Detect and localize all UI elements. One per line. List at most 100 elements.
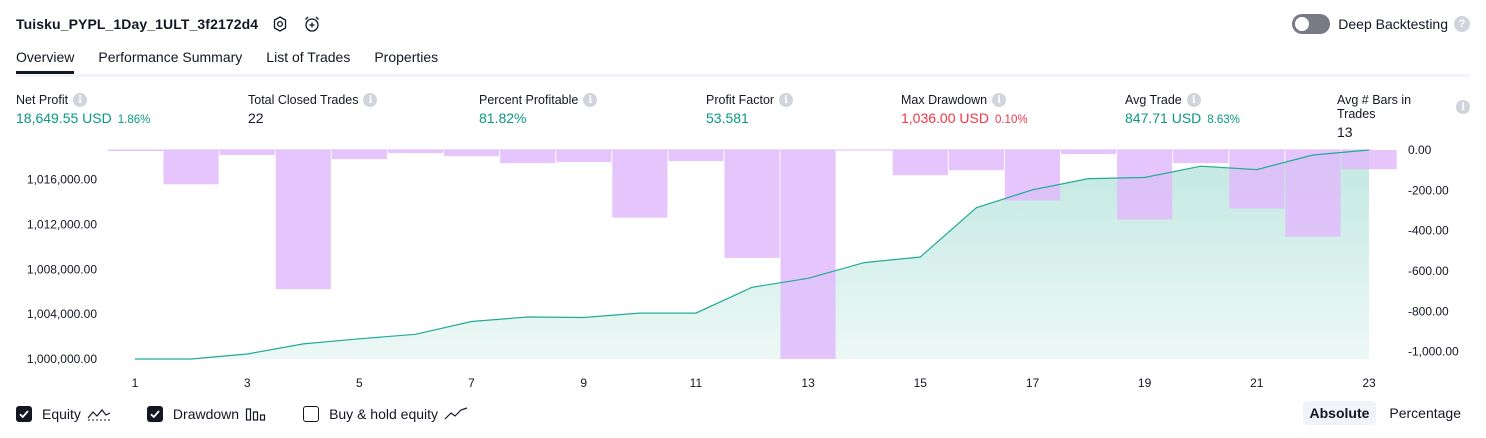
drawdown-bar[interactable] [164, 150, 219, 184]
x-axis-tick-label: 5 [356, 376, 363, 390]
metric-value: 1,036.00 USD [901, 110, 989, 126]
left-axis: 1,000,000.00 1,004,000.00 1,008,000.00 1,01… [27, 173, 97, 366]
drawdown-bar[interactable] [781, 150, 836, 359]
info-icon[interactable]: i [363, 93, 377, 107]
bar-chart-icon [245, 407, 267, 421]
metric-value: 847.71 USD [1125, 110, 1201, 126]
drawdown-bar[interactable] [388, 150, 443, 153]
x-axis-tick-label: 9 [580, 376, 587, 390]
drawdown-bar[interactable] [949, 150, 1004, 170]
drawdown-bar[interactable] [500, 150, 555, 163]
line-chart-icon [444, 407, 468, 421]
metric-avg-trade: Avg Trade i 847.71 USD 8.63% [1125, 93, 1240, 126]
drawdown-bar[interactable] [108, 150, 163, 151]
info-icon[interactable]: i [73, 93, 87, 107]
buy-hold-checkbox[interactable] [303, 406, 319, 422]
tab-performance-summary[interactable]: Performance Summary [98, 46, 242, 71]
left-axis-tick-label: 1,012,000.00 [27, 218, 97, 232]
right-axis-tick-label: 0.00 [1408, 143, 1432, 157]
right-axis: 0.00 -200.00 -400.00 -600.00 -800.00 -1,000.0… [1408, 143, 1459, 359]
info-icon[interactable]: i [779, 93, 793, 107]
right-axis-tick-label: -800.00 [1408, 304, 1449, 318]
x-axis-tick-label: 15 [914, 376, 928, 390]
metric-label: Total Closed Trades [248, 93, 358, 107]
drawdown-checkbox[interactable] [147, 406, 163, 422]
legend-buy-hold[interactable]: Buy & hold equity [303, 406, 468, 422]
drawdown-bar[interactable] [1061, 150, 1116, 154]
left-axis-tick-label: 1,008,000.00 [27, 262, 97, 276]
metric-label: Avg # Bars in Trades [1337, 93, 1451, 121]
legend-equity-label: Equity [42, 406, 81, 422]
metric-avg-bars-in-trades: Avg # Bars in Trades i 13 [1337, 93, 1470, 140]
legend-drawdown-label: Drawdown [173, 406, 239, 422]
metric-label: Profit Factor [706, 93, 774, 107]
metric-value: 22 [248, 110, 264, 126]
left-axis-tick-label: 1,004,000.00 [27, 307, 97, 321]
right-axis-tick-label: -400.00 [1408, 224, 1449, 238]
drawdown-bar[interactable] [1285, 150, 1340, 237]
metric-percent: 1.86% [118, 114, 151, 126]
right-axis-tick-label: -1,000.00 [1408, 345, 1459, 359]
absolute-button[interactable]: Absolute [1303, 401, 1377, 425]
drawdown-bar[interactable] [444, 150, 499, 156]
tab-overview[interactable]: Overview [16, 46, 74, 71]
metric-net-profit: Net Profit i 18,649.55 USD 1.86% [16, 93, 150, 126]
x-axis-tick-label: 19 [1138, 376, 1152, 390]
metric-label: Net Profit [16, 93, 68, 107]
equity-drawdown-chart[interactable]: 1,000,000.00 1,004,000.00 1,008,000.00 1,01… [0, 140, 1486, 395]
drawdown-bar[interactable] [332, 150, 387, 159]
value-mode-switch: Absolute Percentage [1297, 401, 1469, 425]
drawdown-bar[interactable] [893, 150, 948, 175]
x-axis-tick-label: 13 [801, 376, 815, 390]
drawdown-bar[interactable] [725, 150, 780, 258]
info-icon[interactable]: i [992, 93, 1006, 107]
left-axis-tick-label: 1,000,000.00 [27, 352, 97, 366]
drawdown-bar[interactable] [276, 150, 331, 289]
drawdown-bar[interactable] [1229, 150, 1284, 209]
info-icon[interactable]: i [1187, 93, 1201, 107]
chart-legend: Equity Drawdown Buy & hold equity [16, 404, 504, 424]
x-axis: 1 3 5 7 9 11 13 15 17 19 21 23 [132, 376, 1376, 390]
drawdown-bar[interactable] [1173, 150, 1228, 163]
drawdown-bar[interactable] [668, 150, 723, 161]
help-icon[interactable]: ? [1454, 16, 1470, 32]
legend-equity[interactable]: Equity [16, 406, 111, 422]
drawdown-bar[interactable] [1342, 150, 1397, 169]
drawdown-bar[interactable] [1005, 150, 1060, 200]
right-axis-tick-label: -600.00 [1408, 264, 1449, 278]
tab-properties[interactable]: Properties [374, 46, 438, 71]
legend-drawdown[interactable]: Drawdown [147, 406, 267, 422]
tab-bar: Overview Performance Summary List of Tra… [16, 46, 1470, 77]
x-axis-tick-label: 23 [1362, 376, 1376, 390]
metrics-row: Net Profit i 18,649.55 USD 1.86% Total Clo… [16, 93, 1470, 133]
drawdown-bar[interactable] [220, 150, 275, 155]
legend-buy-hold-label: Buy & hold equity [329, 406, 438, 422]
settings-icon[interactable] [270, 14, 290, 34]
drawdown-bar[interactable] [1117, 150, 1172, 220]
info-icon[interactable]: i [583, 93, 597, 107]
strategy-title: Tuisku_PYPL_1Day_1ULT_3f2172d4 [16, 16, 258, 32]
x-axis-tick-label: 11 [690, 376, 703, 390]
deep-backtesting-toggle[interactable] [1292, 14, 1330, 34]
percentage-button[interactable]: Percentage [1382, 401, 1468, 425]
deep-backtesting-label: Deep Backtesting [1338, 16, 1448, 32]
deep-backtesting: Deep Backtesting ? [1292, 12, 1470, 36]
equity-checkbox[interactable] [16, 406, 32, 422]
metric-max-drawdown: Max Drawdown i 1,036.00 USD 0.10% [901, 93, 1028, 126]
metric-value: 13 [1337, 124, 1353, 140]
metric-percent-profitable: Percent Profitable i 81.82% [479, 93, 597, 126]
drawdown-bar[interactable] [612, 150, 667, 218]
metric-value: 81.82% [479, 110, 526, 126]
metric-percent: 8.63% [1207, 114, 1240, 126]
x-axis-tick-label: 21 [1250, 376, 1264, 390]
alarm-clock-add-icon[interactable] [302, 14, 322, 34]
drawdown-bar[interactable] [556, 150, 611, 162]
info-icon[interactable]: i [1456, 100, 1470, 114]
metric-profit-factor: Profit Factor i 53.581 [706, 93, 793, 126]
metric-total-closed-trades: Total Closed Trades i 22 [248, 93, 377, 126]
tab-list-of-trades[interactable]: List of Trades [266, 46, 350, 71]
x-axis-tick-label: 1 [132, 376, 139, 390]
metric-label: Max Drawdown [901, 93, 987, 107]
right-axis-tick-label: -200.00 [1408, 183, 1449, 197]
x-axis-tick-label: 7 [468, 376, 475, 390]
